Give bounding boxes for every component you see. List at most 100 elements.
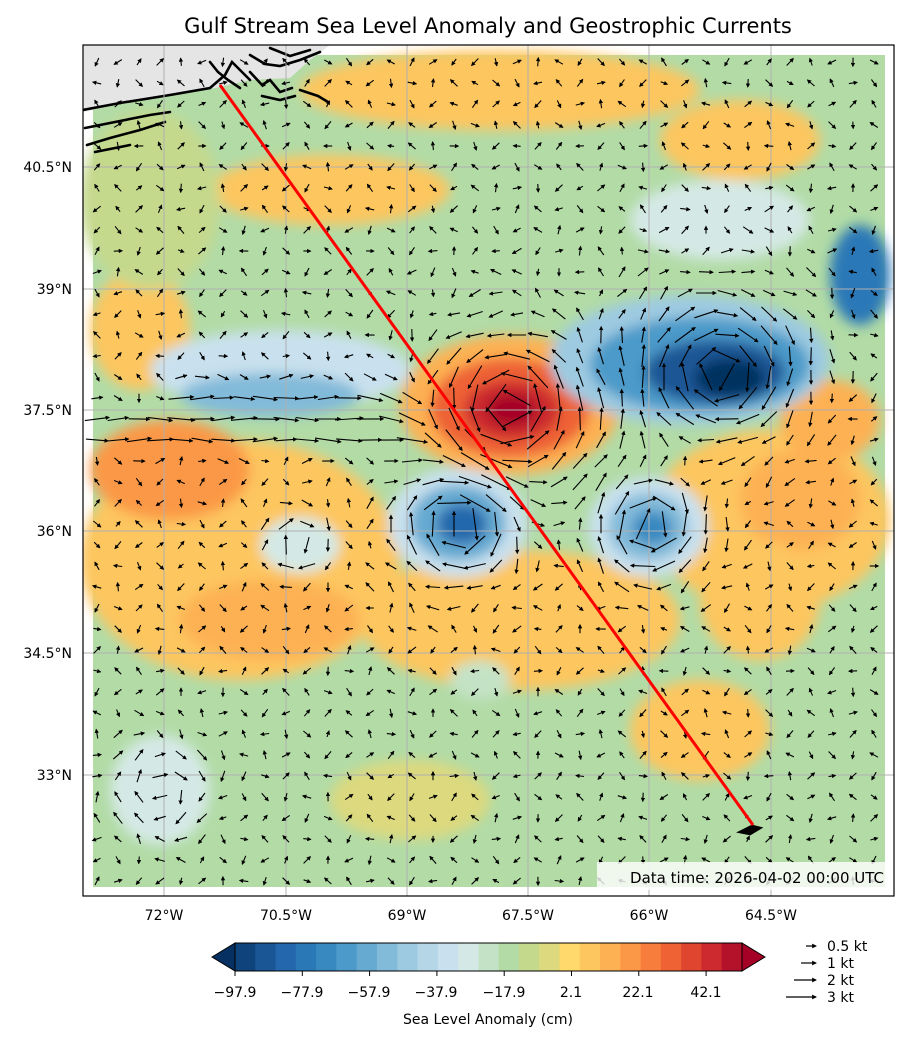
current-arrow xyxy=(500,371,533,382)
current-arrow xyxy=(156,562,165,570)
current-arrow xyxy=(451,387,457,410)
current-arrow xyxy=(489,559,503,573)
current-arrow xyxy=(197,59,207,65)
current-arrow xyxy=(211,438,236,443)
current-arrow xyxy=(156,57,165,66)
current-arrow xyxy=(556,406,563,431)
current-arrow xyxy=(92,353,101,359)
current-arrow xyxy=(107,415,130,422)
current-arrow xyxy=(196,186,207,191)
current-arrow xyxy=(744,500,752,506)
current-arrow xyxy=(219,520,227,528)
current-arrow xyxy=(387,247,395,256)
current-arrow xyxy=(829,349,836,364)
current-arrow xyxy=(806,79,815,87)
current-arrow xyxy=(480,433,513,447)
current-arrow xyxy=(178,308,184,319)
current-arrow xyxy=(766,162,772,172)
colorbar-segment xyxy=(681,943,703,971)
current-arrow xyxy=(147,416,174,423)
current-arrow xyxy=(85,438,109,443)
current-arrow xyxy=(534,100,542,109)
current-arrow xyxy=(450,185,458,191)
current-arrow xyxy=(871,163,878,171)
current-arrow xyxy=(514,558,519,575)
current-arrow xyxy=(178,183,184,194)
current-arrow xyxy=(220,183,226,192)
current-arrow xyxy=(156,163,164,171)
current-arrow xyxy=(441,540,466,549)
current-arrow xyxy=(366,183,374,193)
current-arrow xyxy=(403,478,422,486)
current-arrow xyxy=(428,59,438,65)
current-arrow xyxy=(681,79,690,87)
current-arrow xyxy=(555,79,563,87)
current-arrow xyxy=(598,267,604,277)
colorbar: −97.9 −77.9 −57.9 −37.9 −17.9 2.1 22.1 4… xyxy=(211,942,766,1028)
current-arrow xyxy=(652,495,676,511)
current-arrow xyxy=(597,491,606,514)
current-arrow xyxy=(765,101,774,107)
current-arrow xyxy=(93,541,101,549)
current-arrow xyxy=(261,539,269,551)
current-arrow xyxy=(281,80,291,86)
current-arrow xyxy=(336,438,363,443)
current-arrow xyxy=(557,224,562,235)
current-arrow xyxy=(93,226,101,234)
current-arrow xyxy=(807,142,816,150)
current-arrow xyxy=(576,205,584,214)
current-arrow xyxy=(596,80,606,86)
current-arrow xyxy=(156,372,164,381)
current-arrow xyxy=(281,122,291,128)
current-arrow xyxy=(681,225,689,235)
current-arrow xyxy=(657,327,671,343)
current-arrow xyxy=(402,391,423,405)
current-arrow xyxy=(300,374,315,379)
current-arrow xyxy=(786,80,794,86)
current-arrow xyxy=(94,288,100,298)
current-arrow xyxy=(430,205,436,214)
colorbar-tick-label: 42.1 xyxy=(690,985,721,1001)
current-arrow xyxy=(493,225,499,235)
current-arrow xyxy=(619,79,625,88)
key-label: 2 kt xyxy=(827,973,854,989)
current-arrow xyxy=(527,331,548,338)
current-arrow xyxy=(741,289,756,297)
current-arrow xyxy=(660,455,668,467)
current-arrow xyxy=(445,429,463,452)
colorbar-tick-label: −97.9 xyxy=(214,985,257,1001)
current-arrow xyxy=(430,141,436,151)
current-arrow xyxy=(262,309,268,319)
current-arrow xyxy=(239,374,249,380)
current-arrow xyxy=(220,246,226,256)
current-arrow xyxy=(303,536,310,554)
current-arrow xyxy=(870,142,877,151)
current-arrow xyxy=(743,59,753,65)
current-arrow xyxy=(827,434,837,446)
current-arrow xyxy=(282,205,290,213)
current-arrow xyxy=(114,225,122,235)
current-arrow xyxy=(197,562,206,570)
current-arrow xyxy=(240,498,248,508)
current-arrow xyxy=(598,162,604,171)
current-arrow xyxy=(681,58,690,65)
current-arrow xyxy=(830,477,835,486)
current-arrow xyxy=(155,457,166,465)
current-arrow xyxy=(787,205,794,213)
current-arrow xyxy=(828,500,837,506)
colorbar-segment xyxy=(640,943,662,971)
current-arrow xyxy=(806,434,816,447)
current-arrow xyxy=(654,479,674,486)
lon-tick: 66°W xyxy=(630,908,669,924)
current-arrow xyxy=(551,348,567,363)
colorbar-segment xyxy=(437,943,459,971)
current-arrow xyxy=(661,141,667,151)
current-arrow xyxy=(597,246,605,256)
current-arrow xyxy=(212,395,235,400)
current-arrow xyxy=(764,227,775,233)
current-arrow xyxy=(618,509,627,538)
lat-tick: 33°N xyxy=(37,768,72,784)
current-arrow xyxy=(304,78,310,87)
current-arrow xyxy=(805,480,816,485)
current-arrow xyxy=(261,78,269,88)
